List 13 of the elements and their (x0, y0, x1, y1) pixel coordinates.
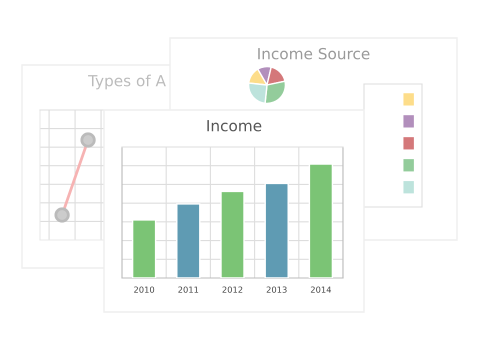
chart-title: Types of A (88, 74, 166, 90)
x-tick-label: 2014 (310, 286, 332, 293)
x-tick-label: 2010 (134, 286, 154, 293)
chart-title: Income (207, 120, 262, 132)
x-tick-label: 2011 (178, 286, 198, 293)
x-tick-label: 2012 (222, 286, 242, 293)
bar (132, 219, 156, 278)
bar (176, 203, 200, 278)
bar (308, 163, 334, 278)
chart-title: Income Source (258, 48, 370, 60)
x-tick-label: 2013 (266, 286, 287, 293)
bar (264, 182, 289, 278)
bar (220, 190, 245, 278)
